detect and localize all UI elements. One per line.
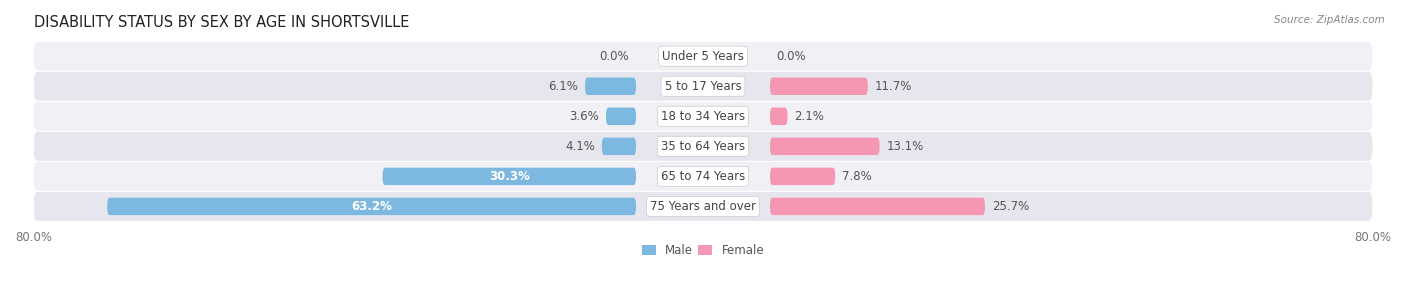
Text: 65 to 74 Years: 65 to 74 Years bbox=[661, 170, 745, 183]
FancyBboxPatch shape bbox=[34, 162, 1372, 191]
Text: 75 Years and over: 75 Years and over bbox=[650, 200, 756, 213]
Text: 13.1%: 13.1% bbox=[886, 140, 924, 153]
Text: 4.1%: 4.1% bbox=[565, 140, 595, 153]
Text: 18 to 34 Years: 18 to 34 Years bbox=[661, 110, 745, 123]
FancyBboxPatch shape bbox=[107, 198, 636, 215]
Text: 6.1%: 6.1% bbox=[548, 80, 578, 93]
FancyBboxPatch shape bbox=[770, 77, 868, 95]
Text: 0.0%: 0.0% bbox=[776, 50, 806, 63]
Text: Source: ZipAtlas.com: Source: ZipAtlas.com bbox=[1274, 15, 1385, 25]
FancyBboxPatch shape bbox=[382, 168, 636, 185]
Text: Under 5 Years: Under 5 Years bbox=[662, 50, 744, 63]
Text: 7.8%: 7.8% bbox=[842, 170, 872, 183]
FancyBboxPatch shape bbox=[770, 168, 835, 185]
FancyBboxPatch shape bbox=[34, 42, 1372, 71]
Text: 3.6%: 3.6% bbox=[569, 110, 599, 123]
Legend: Male, Female: Male, Female bbox=[637, 239, 769, 262]
Text: 63.2%: 63.2% bbox=[352, 200, 392, 213]
Text: 11.7%: 11.7% bbox=[875, 80, 912, 93]
FancyBboxPatch shape bbox=[606, 108, 636, 125]
FancyBboxPatch shape bbox=[34, 132, 1372, 161]
Text: 0.0%: 0.0% bbox=[600, 50, 630, 63]
FancyBboxPatch shape bbox=[770, 198, 986, 215]
Text: 5 to 17 Years: 5 to 17 Years bbox=[665, 80, 741, 93]
FancyBboxPatch shape bbox=[770, 138, 880, 155]
FancyBboxPatch shape bbox=[34, 192, 1372, 221]
FancyBboxPatch shape bbox=[34, 102, 1372, 131]
FancyBboxPatch shape bbox=[602, 138, 636, 155]
FancyBboxPatch shape bbox=[770, 108, 787, 125]
Text: 30.3%: 30.3% bbox=[489, 170, 530, 183]
FancyBboxPatch shape bbox=[34, 72, 1372, 101]
Text: 35 to 64 Years: 35 to 64 Years bbox=[661, 140, 745, 153]
Text: DISABILITY STATUS BY SEX BY AGE IN SHORTSVILLE: DISABILITY STATUS BY SEX BY AGE IN SHORT… bbox=[34, 15, 409, 30]
FancyBboxPatch shape bbox=[585, 77, 636, 95]
Text: 25.7%: 25.7% bbox=[991, 200, 1029, 213]
Text: 2.1%: 2.1% bbox=[794, 110, 824, 123]
